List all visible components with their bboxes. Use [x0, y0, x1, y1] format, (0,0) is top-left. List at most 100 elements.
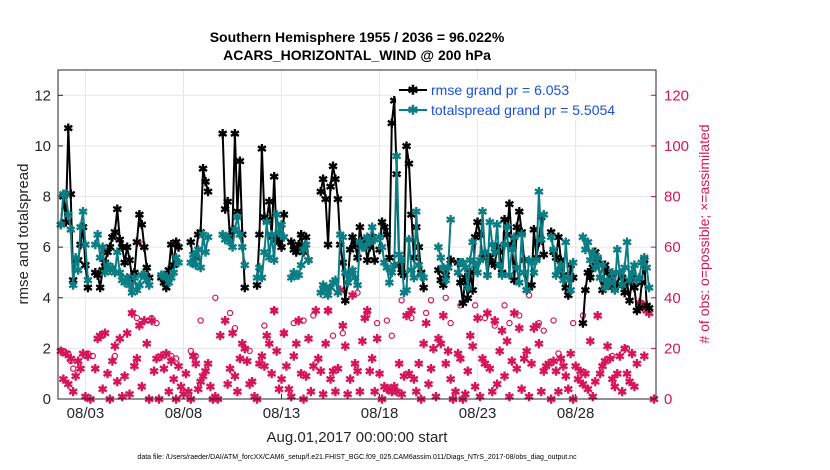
legend: ✱ rmse grand pr = 6.053 ✱ totalspread gr… [396, 80, 648, 120]
series-point: ✱ [227, 223, 237, 237]
series-point: ✱ [191, 258, 201, 272]
series-point: ✱ [139, 268, 149, 282]
series-point: ✱ [350, 238, 360, 252]
obs-assimilated-point: ✱ [404, 367, 414, 381]
series-point: ✱ [274, 236, 284, 250]
series-point: ✱ [526, 256, 536, 270]
obs-count-layer: ✱✱✱✱✱✱✱✱✱✱✱✱✱✱✱✱✱✱✱✱✱✱✱✱✱✱✱✱✱✱✱✱✱✱✱✱✱✱✱✱… [56, 241, 659, 407]
obs-possible-point [99, 332, 106, 339]
obs-assimilated-point: ✱ [617, 385, 627, 399]
obs-assimilated-point: ✱ [470, 380, 480, 394]
series-point: ✱ [95, 251, 105, 265]
obs-assimilated-point: ✱ [460, 387, 470, 401]
obs-assimilated-point: ✱ [350, 357, 360, 371]
series-point: ✱ [252, 271, 262, 285]
series-point: ✱ [279, 231, 289, 245]
obs-assimilated-point: ✱ [323, 304, 333, 318]
series-line-segment [457, 203, 545, 304]
series-point: ✱ [78, 220, 88, 234]
obs-assimilated-point: ✱ [235, 352, 245, 366]
series-point: ✱ [357, 241, 367, 255]
series-point: ✱ [161, 281, 171, 295]
series-point: ✱ [159, 276, 169, 290]
obs-assimilated-point: ✱ [257, 349, 267, 363]
y-right-tick-label: 40 [664, 290, 681, 307]
series-point: ✱ [637, 276, 647, 290]
obs-possible-point [364, 312, 371, 319]
obs-assimilated-point: ✱ [80, 390, 90, 404]
series-point: ✱ [610, 284, 620, 298]
series-point: ✱ [289, 266, 299, 280]
series-point: ✱ [583, 236, 593, 250]
obs-assimilated-point: ✱ [318, 387, 328, 401]
series-point: ✱ [56, 218, 66, 232]
series-point: ✱ [232, 210, 242, 224]
series-point: ✱ [612, 279, 622, 293]
obs-assimilated-point: ✱ [176, 380, 186, 394]
obs-assimilated-point: ✱ [355, 385, 365, 399]
series-point: ✱ [274, 225, 284, 239]
series-point: ✱ [237, 241, 247, 255]
plot-area [58, 70, 656, 399]
obs-assimilated-point: ✱ [401, 309, 411, 323]
obs-assimilated-point: ✱ [120, 370, 130, 384]
obs-assimilated-point: ✱ [598, 360, 608, 374]
chart-title-line1: Southern Hemisphere 1955 / 2036 = 96.022… [210, 29, 505, 45]
y-left-tick-label: 6 [43, 239, 51, 256]
series-point: ✱ [156, 271, 166, 285]
obs-assimilated-point: ✱ [188, 349, 198, 363]
series-point: ✱ [438, 261, 448, 275]
series-point: ✱ [600, 281, 610, 295]
obs-assimilated-point: ✱ [134, 319, 144, 333]
series-point: ✱ [416, 268, 426, 282]
obs-assimilated-point: ✱ [296, 367, 306, 381]
series-point: ✱ [318, 279, 328, 293]
series-point: ✱ [446, 253, 456, 267]
series-point: ✱ [83, 281, 93, 295]
series-point: ✱ [583, 266, 593, 280]
series-point: ✱ [620, 261, 630, 275]
series-point: ✱ [348, 231, 358, 245]
obs-assimilated-point: ✱ [512, 362, 522, 376]
series-point: ✱ [220, 233, 230, 247]
series-point: ✱ [566, 284, 576, 298]
obs-assimilated-point: ✱ [286, 390, 296, 404]
series-point: ✱ [549, 243, 559, 257]
series-point: ✱ [93, 268, 103, 282]
series-point: ✱ [230, 127, 240, 141]
obs-assimilated-point: ✱ [575, 365, 585, 379]
series-point: ✱ [365, 236, 375, 250]
series-point: ✱ [414, 258, 424, 272]
obs-assimilated-point: ✱ [620, 342, 630, 356]
series-point: ✱ [524, 281, 534, 295]
obs-assimilated-point: ✱ [276, 372, 286, 386]
series-point: ✱ [536, 233, 546, 247]
series-point: ✱ [443, 261, 453, 275]
obs-assimilated-point: ✱ [534, 337, 544, 351]
series-point: ✱ [473, 215, 483, 229]
series-point: ✱ [156, 268, 166, 282]
series-point: ✱ [504, 268, 514, 282]
obs-assimilated-point: ✱ [112, 375, 122, 389]
obs-possible-point [471, 302, 479, 309]
series-point: ✱ [134, 279, 144, 293]
obs-assimilated-point: ✱ [585, 334, 595, 348]
obs-possible-point [69, 365, 77, 372]
obs-assimilated-point: ✱ [198, 370, 208, 384]
obs-assimilated-point: ✱ [95, 329, 105, 343]
series-point: ✱ [519, 266, 529, 280]
legend-label-totalspread: totalspread grand pr = 5.5054 [431, 102, 615, 118]
series-point: ✱ [198, 228, 208, 242]
obs-assimilated-point: ✱ [166, 355, 176, 369]
obs-assimilated-point: ✱ [110, 339, 120, 353]
series-point: ✱ [453, 266, 463, 280]
obs-assimilated-point: ✱ [507, 355, 517, 369]
obs-assimilated-point: ✱ [232, 385, 242, 399]
series-point: ✱ [286, 236, 296, 250]
series-point: ✱ [419, 281, 429, 295]
obs-assimilated-point: ✱ [397, 387, 407, 401]
obs-assimilated-point: ✱ [450, 385, 460, 399]
series-totalspread: ✱✱✱✱✱✱✱✱✱✱✱✱✱✱✱✱✱✱✱✱✱✱✱✱✱✱✱✱✱✱✱✱✱✱✱✱✱✱✱✱… [56, 150, 654, 303]
x-tick-label: 08/28 [557, 405, 595, 422]
series-point: ✱ [330, 172, 340, 186]
